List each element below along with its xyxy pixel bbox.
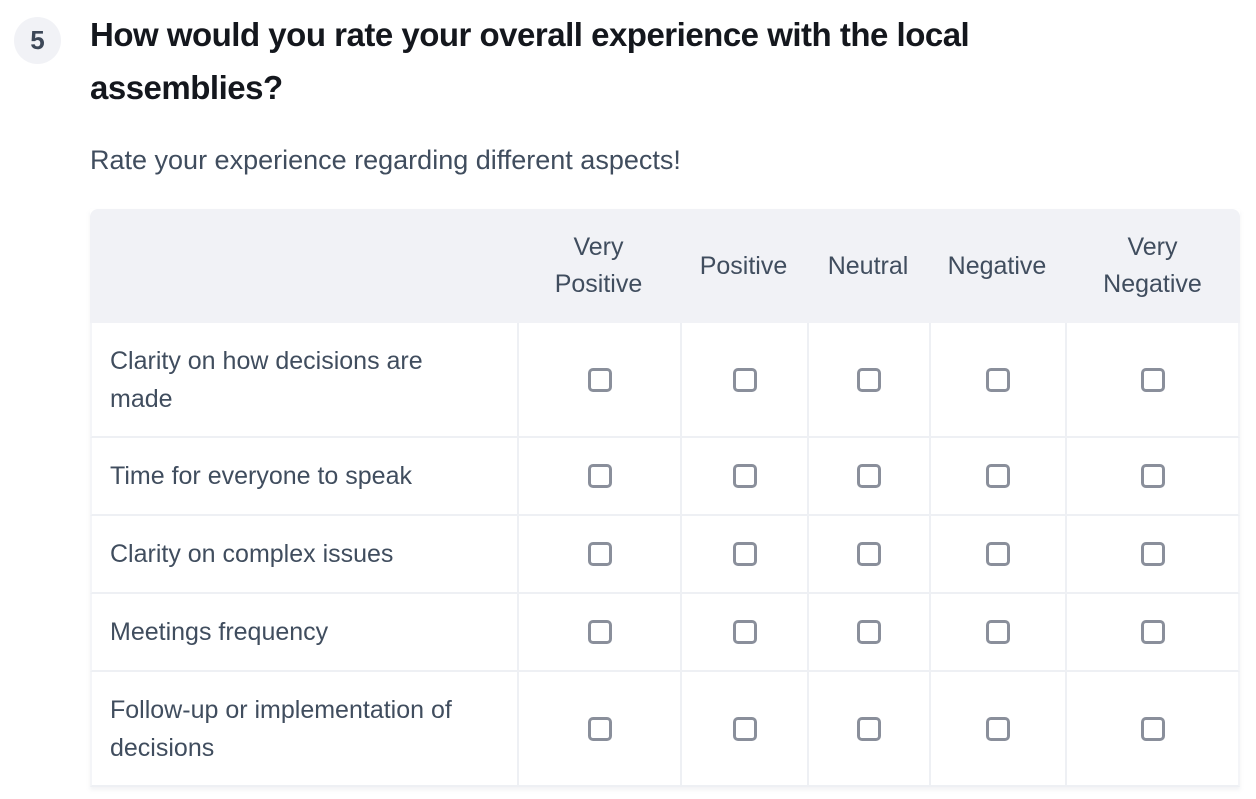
table-row: Clarity on complex issues — [90, 516, 1240, 594]
column-header-label: Positive — [699, 251, 788, 280]
matrix-checkbox[interactable] — [732, 464, 757, 488]
matrix-checkbox[interactable] — [732, 367, 757, 392]
matrix-checkbox[interactable] — [986, 542, 1010, 566]
matrix-checkbox[interactable] — [986, 716, 1010, 741]
matrix-checkbox[interactable] — [857, 464, 881, 488]
matrix-cell — [517, 594, 680, 672]
matrix-rating-table: Very Positive Positive Neutral Negative … — [90, 209, 1240, 787]
matrix-header-row: Very Positive Positive Neutral Negative … — [90, 209, 1240, 323]
matrix-checkbox[interactable] — [732, 716, 757, 741]
row-label: Time for everyone to speak — [90, 438, 517, 516]
row-label: Meetings frequency — [90, 594, 517, 672]
column-header-very-positive: Very Positive — [517, 209, 680, 323]
table-row: Time for everyone to speak — [90, 438, 1240, 516]
column-header-label: Negative — [947, 251, 1047, 280]
matrix-cell — [1065, 438, 1240, 516]
matrix-checkbox[interactable] — [857, 620, 881, 644]
column-header-positive: Positive — [680, 209, 807, 323]
matrix-cell — [1065, 594, 1240, 672]
question-number-badge: 5 — [14, 17, 61, 64]
matrix-cell — [929, 516, 1065, 594]
matrix-cell — [807, 438, 929, 516]
matrix-cell — [807, 594, 929, 672]
matrix-checkbox[interactable] — [732, 542, 757, 566]
matrix-header: Very Positive Positive Neutral Negative … — [90, 209, 1240, 323]
matrix-cell — [517, 323, 680, 438]
matrix-checkbox[interactable] — [732, 620, 757, 644]
matrix-cell — [680, 323, 807, 438]
matrix-cell — [929, 594, 1065, 672]
matrix-cell — [517, 672, 680, 787]
matrix-cell — [929, 672, 1065, 787]
question-title: How would you rate your overall experien… — [90, 16, 970, 106]
matrix-checkbox[interactable] — [587, 464, 612, 488]
matrix-checkbox[interactable] — [587, 367, 612, 392]
matrix-checkbox[interactable] — [1140, 542, 1165, 566]
matrix-cell — [929, 323, 1065, 438]
matrix-checkbox[interactable] — [857, 367, 881, 392]
matrix-cell — [680, 516, 807, 594]
matrix-checkbox[interactable] — [1140, 367, 1165, 392]
matrix-checkbox[interactable] — [1140, 716, 1165, 741]
table-row: Meetings frequency — [90, 594, 1240, 672]
matrix-cell — [680, 594, 807, 672]
matrix-cell — [807, 516, 929, 594]
table-row: Follow-up or implementation of decisions — [90, 672, 1240, 787]
matrix-checkbox[interactable] — [587, 716, 612, 741]
row-label: Clarity on how decisions are made — [90, 323, 517, 438]
table-row: Clarity on how decisions are made — [90, 323, 1240, 438]
matrix-cell — [929, 438, 1065, 516]
matrix-checkbox[interactable] — [986, 367, 1010, 392]
column-header-label: Neutral — [827, 251, 909, 280]
matrix-cell — [517, 438, 680, 516]
matrix-cell — [680, 438, 807, 516]
matrix-checkbox[interactable] — [1140, 464, 1165, 488]
matrix-checkbox[interactable] — [1140, 620, 1165, 644]
matrix-cell — [1065, 672, 1240, 787]
matrix-cell — [680, 672, 807, 787]
matrix-cell — [807, 323, 929, 438]
matrix-checkbox[interactable] — [986, 620, 1010, 644]
column-header-label: Very Positive — [554, 233, 643, 298]
matrix-checkbox[interactable] — [857, 716, 881, 741]
column-header-negative: Negative — [929, 209, 1065, 323]
matrix-checkbox[interactable] — [986, 464, 1010, 488]
column-header-label: Very Negative — [1103, 233, 1202, 298]
matrix-checkbox[interactable] — [857, 542, 881, 566]
matrix-body: Clarity on how decisions are made Time f… — [90, 323, 1240, 787]
matrix-cell — [517, 516, 680, 594]
question-description: Rate your experience regarding different… — [90, 145, 681, 175]
matrix-cell — [1065, 516, 1240, 594]
matrix-cell — [807, 672, 929, 787]
row-label: Follow-up or implementation of decisions — [90, 672, 517, 787]
column-header-very-negative: Very Negative — [1065, 209, 1240, 323]
column-header-neutral: Neutral — [807, 209, 929, 323]
matrix-checkbox[interactable] — [587, 620, 612, 644]
matrix-checkbox[interactable] — [587, 542, 612, 566]
survey-question-page: 5 How would you rate your overall experi… — [0, 8, 1256, 799]
row-label: Clarity on complex issues — [90, 516, 517, 594]
matrix-cell — [1065, 323, 1240, 438]
matrix-corner-cell — [90, 209, 517, 323]
